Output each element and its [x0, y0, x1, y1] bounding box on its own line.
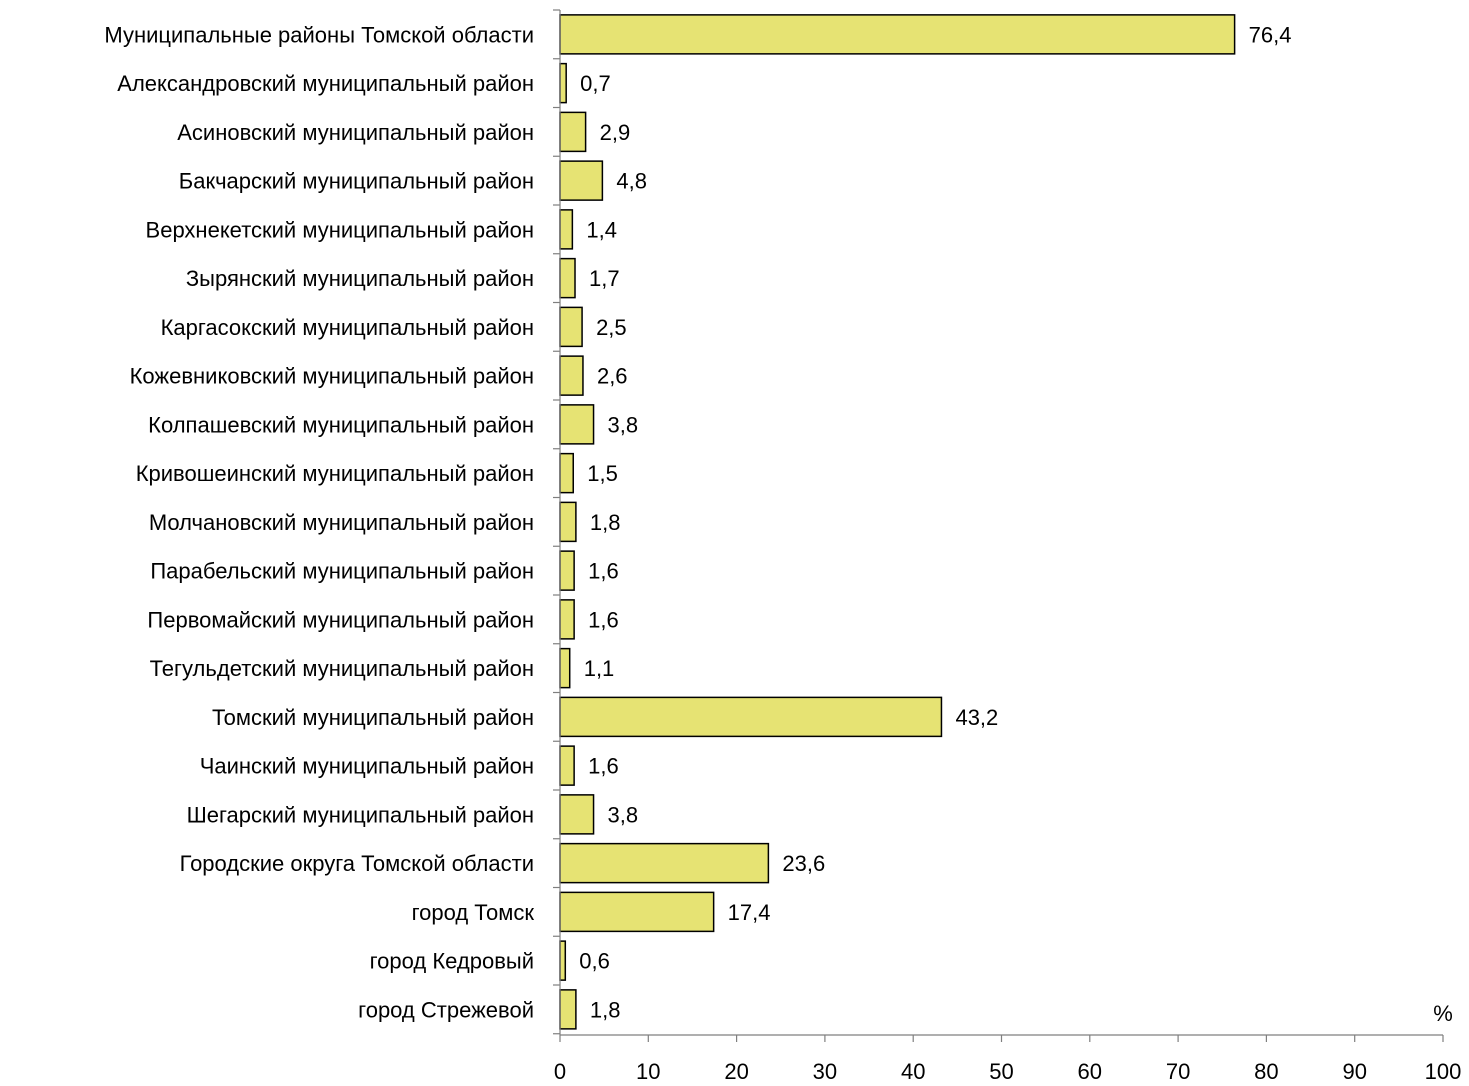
- category-label: Зырянский муниципальный район: [186, 266, 534, 291]
- category-label: Молчановский муниципальный район: [149, 510, 534, 535]
- value-label: 17,4: [728, 900, 771, 925]
- x-tick-label: 100: [1425, 1059, 1462, 1084]
- x-tick-label: 30: [813, 1059, 837, 1084]
- x-tick-label: 80: [1254, 1059, 1278, 1084]
- value-label: 1,6: [588, 607, 619, 632]
- bar: [559, 940, 567, 981]
- bar: [559, 257, 576, 299]
- x-tick-label: 10: [636, 1059, 660, 1084]
- value-label: 76,4: [1249, 22, 1292, 47]
- bar: [559, 355, 584, 396]
- value-label: 1,8: [590, 997, 621, 1022]
- category-label: Тегульдетский муниципальный район: [150, 656, 534, 681]
- category-label: Муниципальные районы Томской области: [104, 22, 534, 47]
- x-tick-label: 0: [554, 1059, 566, 1084]
- bar: [559, 160, 604, 201]
- value-label: 2,5: [596, 315, 627, 340]
- value-label: 1,7: [589, 266, 620, 291]
- category-label: Александровский муниципальный район: [117, 71, 534, 96]
- x-tick-label: 50: [989, 1059, 1013, 1084]
- category-label: Верхнекетский муниципальный район: [146, 217, 534, 242]
- bar: [559, 111, 587, 153]
- category-label: Кривошеинский муниципальный район: [136, 461, 534, 486]
- value-label: 0,6: [579, 949, 610, 974]
- bar: [559, 404, 595, 445]
- value-label: 1,4: [586, 217, 617, 242]
- x-tick-label: 20: [724, 1059, 748, 1084]
- unit-label: %: [1433, 1001, 1453, 1026]
- category-labels: Муниципальные районы Томской области Алек…: [104, 22, 534, 1022]
- value-label: 0,7: [580, 71, 611, 96]
- category-label: город Томск: [412, 900, 535, 925]
- bar: [559, 647, 571, 689]
- bar: [559, 452, 574, 494]
- category-label: Асиновский муниципальный район: [177, 120, 534, 145]
- category-label: Шегарский муниципальный район: [187, 802, 534, 827]
- x-tick-label: 60: [1078, 1059, 1102, 1084]
- value-label: 2,6: [597, 364, 628, 389]
- bar: [559, 209, 574, 250]
- category-label: Чаинский муниципальный район: [200, 754, 534, 779]
- bar: [559, 696, 943, 738]
- value-label: 3,8: [608, 412, 639, 437]
- value-label: 2,9: [600, 120, 631, 145]
- category-label: Первомайский муниципальный район: [147, 607, 534, 632]
- value-label: 1,8: [590, 510, 621, 535]
- bar: [559, 794, 595, 835]
- bar: [559, 599, 575, 640]
- bar: [559, 989, 577, 1030]
- value-label: 1,1: [584, 656, 615, 681]
- axes: 0 10 20 30 40 50 60 70 80 90 100: [553, 9, 1462, 1084]
- bar: [559, 842, 770, 884]
- bar: [559, 306, 583, 348]
- category-label: Бакчарский муниципальный район: [179, 169, 534, 194]
- category-label: Каргасокский муниципальный район: [161, 315, 534, 340]
- bar: [559, 501, 577, 543]
- category-label: Кожевниковский муниципальный район: [130, 364, 534, 389]
- bar: [559, 550, 575, 591]
- bar: [559, 891, 715, 933]
- value-label: 1,6: [588, 754, 619, 779]
- x-tick-label: 90: [1342, 1059, 1366, 1084]
- bar: [559, 62, 567, 104]
- category-label: Парабельский муниципальный район: [150, 559, 534, 584]
- value-label: 1,6: [588, 559, 619, 584]
- category-label: Колпашевский муниципальный район: [148, 412, 534, 437]
- bar: [559, 745, 575, 786]
- category-label: Томский муниципальный район: [212, 705, 534, 730]
- value-label: 4,8: [616, 169, 647, 194]
- category-label: город Стрежевой: [358, 997, 534, 1022]
- value-label: 43,2: [955, 705, 998, 730]
- value-label: 1,5: [587, 461, 618, 486]
- x-tick-label: 70: [1166, 1059, 1190, 1084]
- bars-layer: [559, 14, 1236, 1030]
- category-label: Городские округа Томской области: [180, 851, 534, 876]
- value-labels: 76,4 0,7 2,9 4,8 1,4 1,7 2,5 2,6 3,8 1,5 1,8 1,6 1,6…: [579, 22, 1291, 1022]
- value-label: 23,6: [782, 851, 825, 876]
- category-label: город Кедровый: [370, 949, 534, 974]
- x-tick-label: 40: [901, 1059, 925, 1084]
- bar: [559, 14, 1236, 55]
- value-label: 3,8: [608, 802, 639, 827]
